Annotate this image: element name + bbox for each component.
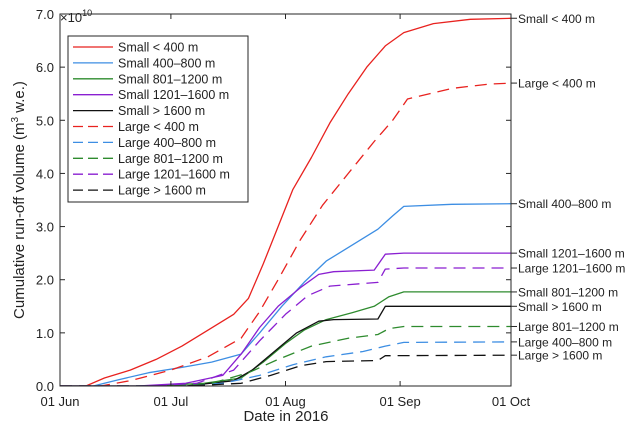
y-axis-label: Cumulative run-off volume (m3 w.e.) xyxy=(10,81,28,319)
series-line-6 xyxy=(60,341,511,386)
legend-entry-1: Small 400–800 m xyxy=(118,56,215,70)
series-line-8 xyxy=(60,267,511,386)
legend-entry-0: Small < 400 m xyxy=(118,41,198,55)
right-series-label-8: Large 1201–1600 m xyxy=(518,262,625,276)
series-line-9 xyxy=(60,354,511,386)
y-exponent: ×1010 xyxy=(60,8,92,25)
legend-entry-5: Large < 400 m xyxy=(118,120,199,134)
series-line-3 xyxy=(60,252,511,386)
x-tick-label: 01 Oct xyxy=(492,394,531,409)
x-tick-label: 01 Aug xyxy=(265,394,306,409)
right-series-label-1: Small 400–800 m xyxy=(518,197,611,211)
x-tick-label: 01 Jul xyxy=(154,394,189,409)
legend-entry-8: Large 1201–1600 m xyxy=(118,168,230,182)
axes: 0.0 1.0 2.0 3.0 4.0 5.0 6.0 7.0 01 Jun 01 Jul 01 A… xyxy=(36,7,531,409)
y-tick-label: 2.0 xyxy=(36,273,54,288)
right-series-label-0: Small < 400 m xyxy=(518,12,595,26)
right-series-label-7: Large 801–1200 m xyxy=(518,320,619,334)
right-series-label-5: Large < 400 m xyxy=(518,77,596,91)
x-tick-label: 01 Sep xyxy=(379,394,420,409)
series-line-0 xyxy=(60,17,511,386)
y-tick-label: 6.0 xyxy=(36,60,54,75)
series-line-1 xyxy=(60,203,511,386)
y-tick-label: 3.0 xyxy=(36,220,54,235)
series-lines xyxy=(60,17,511,386)
y-tick-label: 0.0 xyxy=(36,379,54,394)
right-series-label-6: Large 400–800 m xyxy=(518,335,612,349)
legend-entry-7: Large 801–1200 m xyxy=(118,152,223,166)
legend-entry-4: Small > 1600 m xyxy=(118,104,205,118)
right-series-label-4: Small > 1600 m xyxy=(518,300,602,314)
legend-entry-2: Small 801–1200 m xyxy=(118,72,222,86)
y-tick-label: 5.0 xyxy=(36,113,54,128)
x-tick-label: 01 Jun xyxy=(40,394,79,409)
y-tick-label: 7.0 xyxy=(36,7,54,22)
legend-entry-3: Small 1201–1600 m xyxy=(118,88,229,102)
y-tick-label: 4.0 xyxy=(36,166,54,181)
right-series-label-3: Small 1201–1600 m xyxy=(518,247,625,261)
right-series-labels: Small < 400 m Small 400–800 m Small 801–12… xyxy=(511,12,625,363)
y-tick-label: 1.0 xyxy=(36,326,54,341)
legend-entry-9: Large > 1600 m xyxy=(118,184,206,198)
series-line-5 xyxy=(60,82,511,386)
legend-entry-6: Large 400–800 m xyxy=(118,136,216,150)
right-series-label-9: Large > 1600 m xyxy=(518,349,602,363)
x-axis-label: Date in 2016 xyxy=(243,408,328,425)
series-line-4 xyxy=(60,305,511,386)
series-line-7 xyxy=(60,325,511,386)
right-series-label-2: Small 801–1200 m xyxy=(518,285,618,299)
